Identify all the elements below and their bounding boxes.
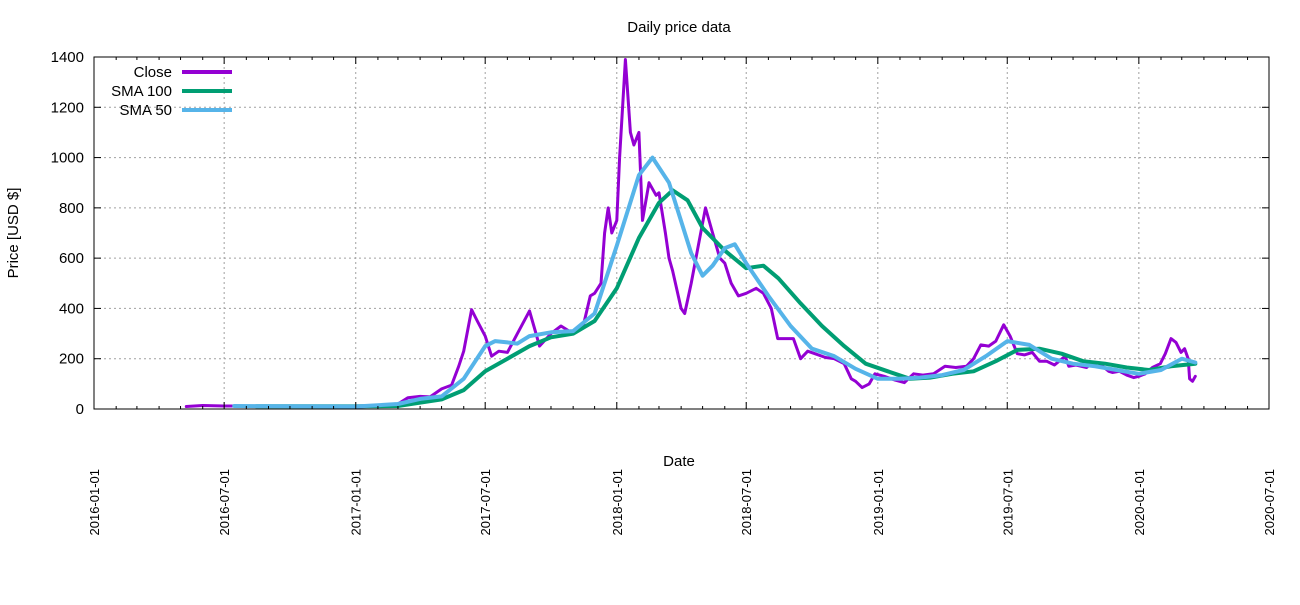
x-tick-label: 2018-01-01	[610, 469, 625, 536]
legend: Close SMA 100 SMA 50	[111, 64, 232, 119]
x-tick-label: 2017-07-01	[478, 469, 493, 536]
chart-title: Daily price data	[627, 19, 731, 36]
x-tick-label: 2019-01-01	[871, 469, 886, 536]
y-tick-label: 1400	[51, 49, 84, 66]
x-tick-label: 2020-01-01	[1132, 469, 1147, 536]
plot-border	[93, 56, 1270, 410]
x-axis-label: Date	[663, 453, 695, 470]
x-tick-label: 2016-07-01	[217, 469, 232, 536]
series-line-sma-50	[232, 155, 1198, 409]
legend-label: SMA 50	[119, 102, 172, 119]
x-tick-label: 2016-01-01	[87, 469, 102, 536]
y-tick-label: 800	[59, 200, 84, 217]
y-tick-label: 200	[59, 351, 84, 368]
y-axis-label: Price [USD $]	[5, 188, 22, 279]
y-tick-label: 0	[76, 401, 84, 418]
y-tick-label: 1200	[51, 99, 84, 116]
series-line-sma-100	[254, 188, 1198, 409]
legend-label: SMA 100	[111, 83, 172, 100]
y-tick-label: 1000	[51, 150, 84, 167]
x-tick-label: 2019-07-01	[1000, 469, 1015, 536]
series-lines	[184, 58, 1198, 409]
grid-lines	[94, 57, 1269, 409]
x-tick-label: 2020-07-01	[1262, 469, 1277, 536]
x-tick-label: 2017-01-01	[349, 469, 364, 536]
axis-ticks: 0 200 400 600 800 1000 1200 1400 2016-01-01 2016-…	[51, 49, 1277, 536]
series-line-close	[184, 58, 1197, 409]
y-tick-label: 600	[59, 250, 84, 267]
legend-label: Close	[134, 64, 172, 81]
y-tick-label: 400	[59, 300, 84, 317]
x-tick-label: 2018-07-01	[739, 469, 754, 536]
